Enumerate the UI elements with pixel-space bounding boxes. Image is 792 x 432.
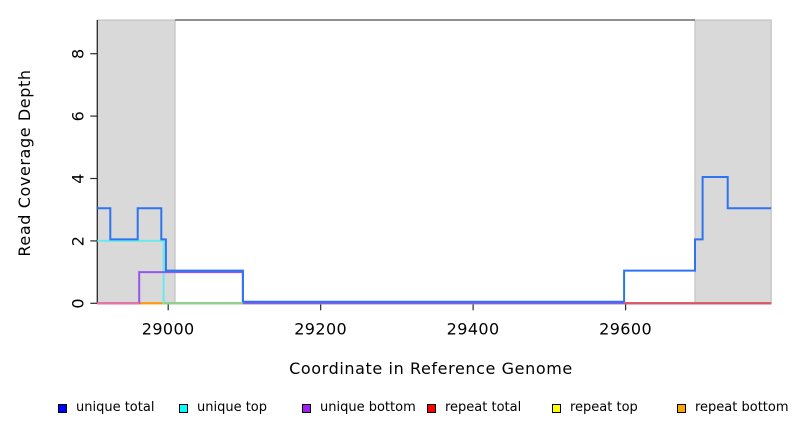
y-tick-label: 6	[68, 111, 87, 122]
legend-item-repeat-total: repeat total	[427, 399, 521, 417]
repeat-bottom-swatch-icon	[677, 403, 686, 413]
legend-label: unique bottom	[320, 400, 416, 415]
unique-bottom-swatch-icon	[302, 403, 311, 413]
unique-top-swatch-icon	[179, 403, 188, 413]
x-tick-label: 29200	[294, 319, 347, 338]
x-axis-label: Coordinate in Reference Genome	[289, 359, 573, 378]
repeat-total-swatch-icon	[427, 403, 436, 413]
legend-item-unique-top: unique top	[179, 399, 267, 417]
repeat-top-swatch-icon	[552, 403, 561, 413]
legend: unique total unique top unique bottom re…	[0, 399, 792, 421]
shaded-region	[96, 19, 176, 304]
y-tick-label: 2	[68, 236, 87, 247]
y-tick-label: 0	[68, 298, 87, 309]
legend-label: repeat top	[570, 400, 638, 415]
legend-item-repeat-bottom: repeat bottom	[677, 399, 789, 417]
x-tick-label: 29400	[447, 319, 500, 338]
y-tick-label: 8	[68, 48, 87, 59]
x-tick-label: 29000	[142, 319, 195, 338]
series-line-unique-total	[97, 176, 772, 303]
legend-item-repeat-top: repeat top	[552, 399, 638, 417]
legend-label: repeat bottom	[695, 400, 789, 415]
legend-item-unique-total: unique total	[58, 399, 154, 417]
unique-total-swatch-icon	[58, 403, 67, 413]
legend-item-unique-bottom: unique bottom	[302, 399, 416, 417]
plot-canvas: 29000 29200 29400 29600 0 2 4 6 8 Coordinate in …	[15, 19, 772, 378]
x-tick-label: 29600	[599, 319, 652, 338]
y-axis-label: Read Coverage Depth	[15, 69, 34, 256]
legend-label: unique total	[76, 400, 155, 415]
series-line-unique-bottom	[97, 271, 772, 305]
legend-label: unique top	[197, 400, 268, 415]
legend-label: repeat total	[445, 400, 522, 415]
y-tick-label: 4	[68, 173, 87, 184]
shaded-region	[694, 19, 772, 304]
